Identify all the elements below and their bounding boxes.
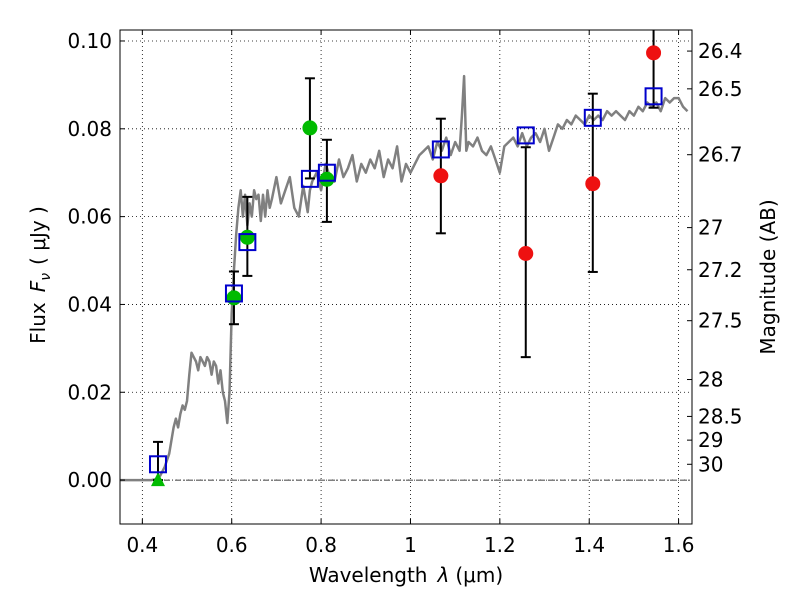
model-spectrum-layer	[120, 74, 689, 482]
x-tick-label: 0.4	[126, 533, 158, 557]
y-tick-label: 0.10	[67, 29, 112, 53]
y2-tick-label: 28.5	[698, 404, 743, 428]
y2-tick-label: 28	[698, 368, 723, 392]
observed-red-point	[518, 246, 534, 262]
y2-tick-label: 30	[698, 452, 723, 476]
y-axis-label-text: Flux	[26, 302, 50, 344]
y2-tick-label: 27.2	[698, 258, 743, 282]
y2-tick-label: 29	[698, 428, 723, 452]
observed-green-point	[319, 171, 335, 187]
observed-green-point	[239, 229, 255, 245]
x-tick-labels: 0.4 0.6 0.8 1 1.2 1.4 1.6	[126, 533, 694, 557]
x-tick-label: 0.8	[305, 533, 337, 557]
model-photometry-square	[431, 140, 450, 159]
model-photometry-square	[224, 284, 243, 303]
y2-tick-label: 27	[698, 216, 723, 240]
y2-axis-label: Magnitude (AB)	[756, 199, 780, 354]
y-axis-label-unit: ( μJy )	[26, 206, 50, 265]
model-photometry-square	[317, 163, 336, 182]
model-photometry-square	[516, 126, 535, 145]
observed-green-point	[302, 120, 318, 136]
y2-tick-label: 27.5	[698, 309, 743, 333]
x-tick-label: 1.6	[663, 533, 695, 557]
y-tick-label: 0.06	[67, 205, 112, 229]
observed-red-point	[585, 176, 601, 192]
y-tick-labels: 0.00 0.02 0.04 0.06 0.08 0.10	[67, 29, 112, 492]
x-axis-label: Wavelength λ (μm)	[309, 563, 503, 587]
observed-green-point	[226, 290, 242, 306]
y-tick-label: 0.02	[67, 380, 112, 404]
x-axis-label-unit: (μm)	[455, 563, 503, 587]
model-photometry-square	[148, 455, 167, 474]
x-axis-label-text: Wavelength	[309, 563, 428, 587]
x-axis-label-symbol: λ	[437, 563, 450, 587]
x-tick-label: 0.6	[216, 533, 248, 557]
model-photometry-square	[583, 108, 602, 127]
observed-dropout-triangle	[150, 472, 165, 487]
observed-red-point	[646, 45, 662, 61]
y-axis-label-subscript: ν	[38, 273, 54, 281]
y-tick-label: 0.04	[67, 292, 112, 316]
plot-frame	[119, 29, 693, 525]
data-markers	[148, 45, 663, 487]
y-axis-label-symbol: F	[26, 280, 50, 292]
y-tick-label: 0.08	[67, 117, 112, 141]
model-spectrum-line	[120, 74, 689, 482]
y2-tick-label: 26.4	[698, 39, 743, 63]
y-tick-label: 0.00	[67, 468, 112, 492]
model-photometry-square	[238, 233, 257, 252]
x-tick-label: 1	[404, 533, 417, 557]
observed-red-point	[433, 168, 449, 184]
model-photometry-square	[644, 87, 663, 106]
x-tick-label: 1.2	[484, 533, 516, 557]
axis-ticks	[120, 30, 692, 524]
y2-tick-label: 26.5	[698, 77, 743, 101]
x-tick-label: 1.4	[573, 533, 605, 557]
y-axis-label: Flux Fν ( μJy )	[26, 206, 54, 344]
y2-tick-label: 26.7	[698, 143, 743, 167]
